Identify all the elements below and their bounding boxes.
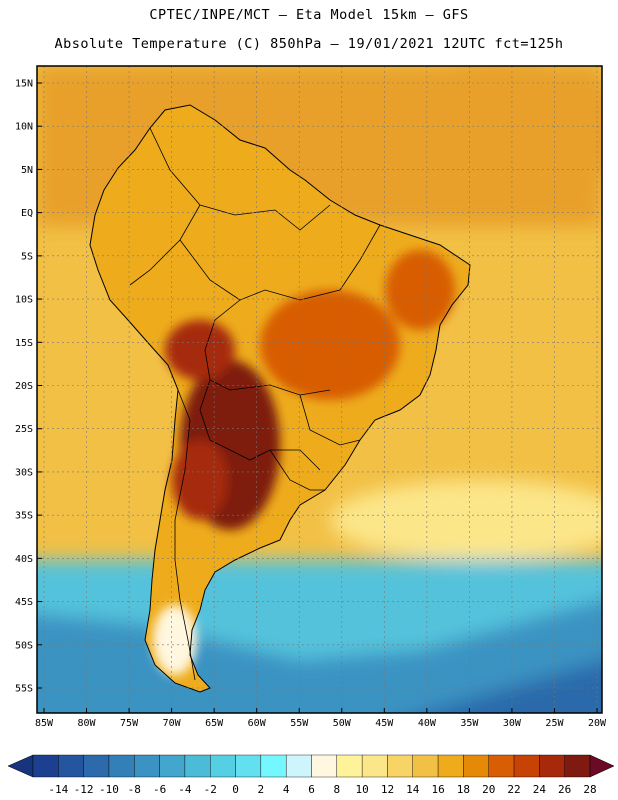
lon-label: 20W xyxy=(588,718,607,729)
cool-patagonia xyxy=(153,605,197,675)
lat-label: 40S xyxy=(15,554,33,565)
colorbar-label: 22 xyxy=(507,783,520,796)
pale-south-band xyxy=(330,480,602,560)
lon-label: 40W xyxy=(418,718,437,729)
coastline xyxy=(89,104,471,693)
map-title: CPTEC/INPE/MCT – Eta Model 15km – GFS xyxy=(149,7,469,23)
lat-label: EQ xyxy=(21,208,33,219)
lat-lon-grid xyxy=(37,66,602,713)
colorbar-swatch xyxy=(32,754,59,778)
lon-label: 85W xyxy=(35,718,54,729)
south-america-landmass xyxy=(90,105,470,692)
lon-label: 55W xyxy=(290,718,309,729)
colorbar-swatch xyxy=(184,754,211,778)
colorbar-swatch xyxy=(539,754,565,778)
lat-label: 15S xyxy=(15,338,33,349)
colorbar-underflow-arrow xyxy=(7,754,34,778)
cold-band xyxy=(37,600,602,713)
colorbar-swatch xyxy=(488,754,515,778)
colorbar-label: 26 xyxy=(558,783,571,796)
colorbar-label: -2 xyxy=(204,783,217,796)
lat-label: 15N xyxy=(15,79,33,90)
map-subtitle: Absolute Temperature (C) 850hPa – 19/01/… xyxy=(54,36,564,52)
colorbar-label: 12 xyxy=(381,783,394,796)
colorbar-swatch xyxy=(134,754,160,778)
coldest-band xyxy=(423,660,602,713)
colorbar-swatch xyxy=(108,754,135,778)
colorbar-swatch xyxy=(437,754,464,778)
colorbar-label: -8 xyxy=(128,783,141,796)
colorbar-label: -4 xyxy=(178,783,192,796)
lon-label: 30W xyxy=(503,718,522,729)
colorbar-swatch xyxy=(513,754,540,778)
lat-label: 35S xyxy=(15,511,33,522)
lat-label: 55S xyxy=(15,684,33,695)
colorbar-overflow-arrow xyxy=(589,754,615,778)
lon-label: 75W xyxy=(120,718,139,729)
colorbar-label: 16 xyxy=(431,783,444,796)
colorbar-swatch xyxy=(260,754,287,778)
colorbar-label: 14 xyxy=(406,783,420,796)
colorbar-label: -6 xyxy=(153,783,166,796)
colorbar-label: 0 xyxy=(232,783,239,796)
colorbar-swatch xyxy=(412,754,439,778)
lat-label: 20S xyxy=(15,381,33,392)
lat-label: 50S xyxy=(15,640,33,651)
lat-label: 10S xyxy=(15,295,33,306)
colorbar-swatch xyxy=(159,754,186,778)
colorbar-label: 2 xyxy=(258,783,265,796)
colorbar-swatch xyxy=(463,754,489,778)
colorbar-swatch xyxy=(387,754,413,778)
heat-core-northeast xyxy=(385,250,455,330)
colorbar-label: -12 xyxy=(74,783,94,796)
colorbar-label: 18 xyxy=(457,783,470,796)
colorbar-swatch xyxy=(336,754,363,778)
lat-label: 5N xyxy=(21,165,33,176)
colorbar-swatch xyxy=(210,754,236,778)
colorbar-swatch xyxy=(235,754,262,778)
colorbar-label: -14 xyxy=(48,783,68,796)
colorbar-swatch xyxy=(361,754,388,778)
country-borders xyxy=(129,127,381,681)
colorbar-swatch xyxy=(83,754,110,778)
colorbar-label: 10 xyxy=(356,783,369,796)
colorbar-swatch xyxy=(564,754,591,778)
heat-core-bolivia xyxy=(165,320,235,380)
lat-label: 45S xyxy=(15,597,33,608)
lat-label: 30S xyxy=(15,467,33,478)
colorbar-swatch xyxy=(285,754,312,778)
lon-label: 80W xyxy=(78,718,97,729)
lon-label: 50W xyxy=(333,718,352,729)
lon-label: 65W xyxy=(205,718,224,729)
lon-label: 45W xyxy=(375,718,394,729)
heat-core-argentina xyxy=(172,440,228,520)
lon-label: 25W xyxy=(545,718,564,729)
colorbar-label: 20 xyxy=(482,783,495,796)
colorbar-label: 8 xyxy=(334,783,341,796)
latitude-axis: 15N 10N 5N EQ 5S 10S 15S 20S 25S 30S 35S 40S 45S 50S 5… xyxy=(15,79,42,695)
lon-label: 70W xyxy=(163,718,182,729)
lat-label: 25S xyxy=(15,424,33,435)
lon-label: 35W xyxy=(460,718,479,729)
lat-label: 5S xyxy=(21,251,33,262)
map-frame xyxy=(36,65,603,714)
colorbar-swatch xyxy=(58,754,84,778)
lat-label: 10N xyxy=(15,122,33,133)
lon-label: 60W xyxy=(248,718,267,729)
colorbar-label: 24 xyxy=(533,783,547,796)
colorbar-label: 4 xyxy=(283,783,290,796)
colorbar-labels: -14 -12 -10 -8 -6 -4 -2 0 2 4 6 8 10 12 14 16 18 20 22 24 26… xyxy=(48,783,596,796)
colorbar-label: -10 xyxy=(99,783,119,796)
colorbar-label: 28 xyxy=(583,783,596,796)
colorbar xyxy=(7,754,615,778)
temperature-field xyxy=(37,66,602,713)
heat-core-brazil xyxy=(260,290,400,400)
warm-ne-region xyxy=(360,66,602,200)
colorbar-swatch xyxy=(311,754,338,778)
longitude-axis: 85W 80W 75W 70W 65W 60W 55W 50W 45W 40W 35W 30W 25W 2… xyxy=(35,708,607,729)
colorbar-label: 6 xyxy=(308,783,315,796)
